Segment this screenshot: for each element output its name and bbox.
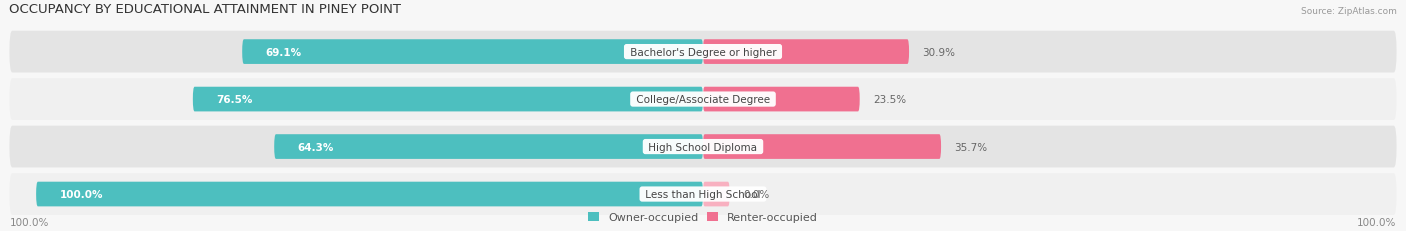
FancyBboxPatch shape	[703, 87, 859, 112]
FancyBboxPatch shape	[274, 135, 703, 159]
Text: 23.5%: 23.5%	[873, 95, 907, 105]
Text: College/Associate Degree: College/Associate Degree	[633, 95, 773, 105]
Text: High School Diploma: High School Diploma	[645, 142, 761, 152]
FancyBboxPatch shape	[10, 79, 1396, 120]
FancyBboxPatch shape	[10, 32, 1396, 73]
FancyBboxPatch shape	[10, 173, 1396, 215]
Text: OCCUPANCY BY EDUCATIONAL ATTAINMENT IN PINEY POINT: OCCUPANCY BY EDUCATIONAL ATTAINMENT IN P…	[10, 3, 402, 15]
Text: 0.0%: 0.0%	[742, 189, 769, 199]
Text: 69.1%: 69.1%	[266, 47, 302, 57]
FancyBboxPatch shape	[37, 182, 703, 207]
Text: 100.0%: 100.0%	[59, 189, 103, 199]
Legend: Owner-occupied, Renter-occupied: Owner-occupied, Renter-occupied	[583, 208, 823, 227]
Text: 100.0%: 100.0%	[1357, 217, 1396, 227]
FancyBboxPatch shape	[703, 182, 730, 207]
Text: Less than High School: Less than High School	[643, 189, 763, 199]
FancyBboxPatch shape	[193, 87, 703, 112]
Text: 30.9%: 30.9%	[922, 47, 956, 57]
FancyBboxPatch shape	[703, 135, 941, 159]
Text: 76.5%: 76.5%	[217, 95, 253, 105]
FancyBboxPatch shape	[242, 40, 703, 65]
Text: 35.7%: 35.7%	[955, 142, 987, 152]
Text: 100.0%: 100.0%	[10, 217, 49, 227]
Text: Bachelor's Degree or higher: Bachelor's Degree or higher	[627, 47, 779, 57]
FancyBboxPatch shape	[10, 126, 1396, 168]
FancyBboxPatch shape	[703, 40, 910, 65]
Text: Source: ZipAtlas.com: Source: ZipAtlas.com	[1301, 6, 1396, 15]
Text: 64.3%: 64.3%	[298, 142, 333, 152]
